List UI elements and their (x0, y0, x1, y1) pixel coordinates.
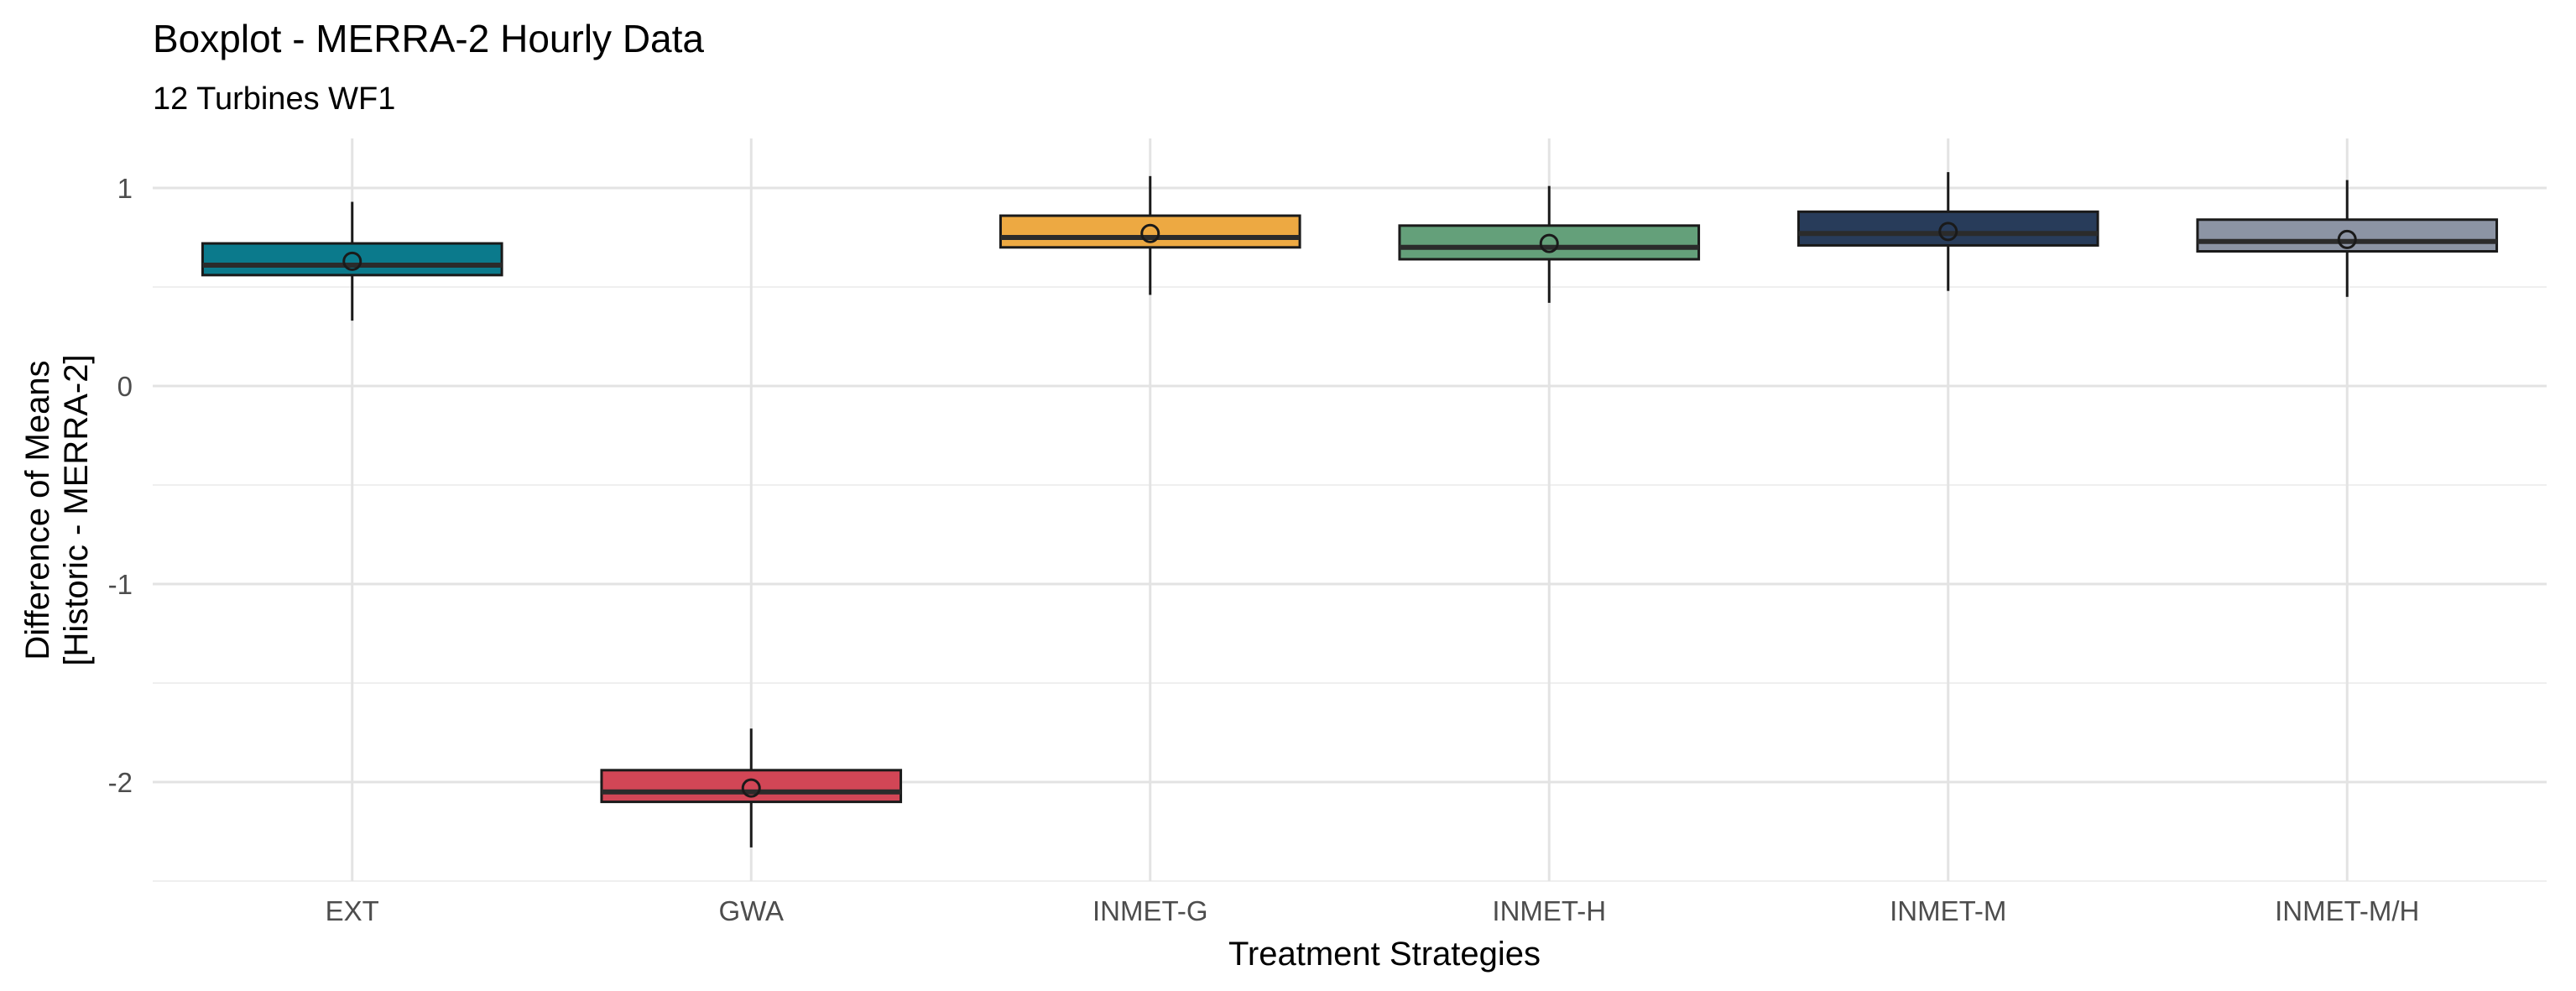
mean-point (2337, 229, 2357, 249)
box-series (201, 172, 2499, 848)
x-tick-label: INMET-M (1890, 895, 2006, 926)
mean-point (1539, 233, 1559, 253)
x-tick-label: GWA (718, 895, 784, 926)
box-inmet-m-h (2196, 180, 2499, 297)
y-tick-label: -2 (108, 767, 133, 798)
y-tick-label: 0 (117, 371, 133, 402)
chart-subtitle: 12 Turbines WF1 (153, 81, 395, 117)
box-iqr (2196, 218, 2499, 253)
chart-title: Boxplot - MERRA-2 Hourly Data (153, 17, 704, 60)
x-tick-label: INMET-H (1492, 895, 1606, 926)
x-axis-title: Treatment Strategies (1228, 936, 1541, 973)
box-inmet-m (1796, 172, 2099, 291)
x-tick-label: INMET-M/H (2275, 895, 2419, 926)
box-ext (201, 201, 503, 321)
mean-point (342, 251, 362, 271)
y-axis-title: Difference of Means [Historic - MERRA-2] (19, 354, 95, 665)
box-inmet-g (999, 175, 1301, 295)
y-axis-title-line-2: [Historic - MERRA-2] (58, 354, 95, 665)
grid-lines (153, 138, 2547, 882)
box-inmet-h (1398, 185, 1701, 303)
y-axis-title-line-1: Difference of Means (19, 360, 56, 660)
y-tick-label: 1 (117, 173, 133, 204)
mean-point (1938, 222, 1958, 242)
x-tick-label: EXT (326, 895, 379, 926)
x-tick-label: INMET-G (1092, 895, 1208, 926)
x-axis-ticks: EXT GWA INMET-G INMET-H INMET-M INMET-M/H (326, 895, 2420, 926)
y-axis-ticks: 1 0 -1 -2 (108, 173, 133, 798)
mean-point (1140, 223, 1160, 243)
y-tick-label: -1 (108, 569, 133, 600)
box-gwa (600, 728, 903, 848)
mean-point (741, 778, 761, 798)
box-iqr (999, 214, 1301, 249)
box-iqr (1398, 224, 1701, 261)
